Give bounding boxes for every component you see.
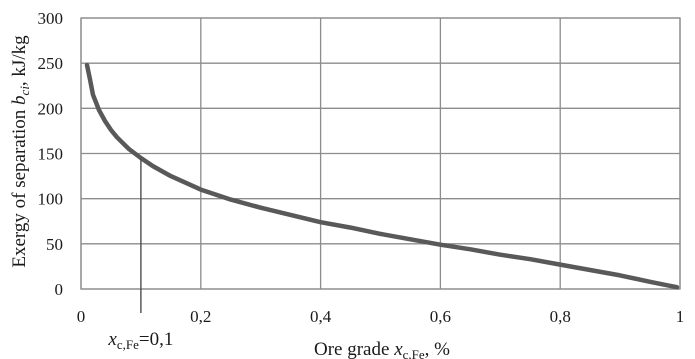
x-axis-label: Ore grade xc,Fe, % (314, 339, 450, 359)
y-axis-label-sub: ci (17, 86, 32, 96)
x-axis-label-unit: , % (425, 339, 451, 359)
y-axis-label-main: Exergy of separation (9, 105, 30, 268)
annotation-label-0: xc,Fe=0,1 (107, 329, 173, 352)
annotation-var: x (107, 329, 117, 350)
x-axis-label-var: x (393, 339, 403, 359)
x-tick-label-3: 0,6 (430, 307, 451, 326)
y-axis-label-unit: , kJ/kg (9, 35, 30, 86)
y-tick-label-0: 0 (55, 280, 64, 299)
annotations-group: xc,Fe=0,1 (107, 158, 173, 352)
y-axis-label: Exergy of separation bci, kJ/kg (9, 35, 32, 268)
y-tick-label-2: 100 (38, 190, 64, 209)
x-axis-label-sub: c,Fe (403, 347, 425, 359)
annotation-sub: c,Fe (117, 337, 139, 352)
x-tick-label-1: 0,2 (190, 307, 211, 326)
x-tick-labels: 0 0,2 0,4 0,6 0,8 1 (77, 307, 685, 326)
y-axis-label-var: b (9, 95, 30, 105)
series-group (84, 62, 680, 290)
x-tick-label-5: 1 (676, 307, 685, 326)
grid (80, 17, 681, 290)
y-tick-labels: 0 50 100 150 200 250 300 (38, 9, 64, 299)
x-tick-label-0: 0 (77, 307, 86, 326)
y-tick-label-1: 50 (46, 235, 63, 254)
y-tick-label-6: 300 (38, 9, 64, 28)
y-tick-label-3: 150 (38, 145, 64, 164)
y-tick-label-4: 200 (38, 99, 64, 118)
y-tick-label-5: 250 (38, 54, 64, 73)
x-axis-label-main: Ore grade (314, 339, 394, 359)
series-line-0 (84, 62, 680, 290)
x-tick-label-4: 0,8 (550, 307, 571, 326)
plot-border (80, 17, 681, 290)
x-tick-label-2: 0,4 (310, 307, 332, 326)
annotation-value: =0,1 (139, 329, 173, 350)
